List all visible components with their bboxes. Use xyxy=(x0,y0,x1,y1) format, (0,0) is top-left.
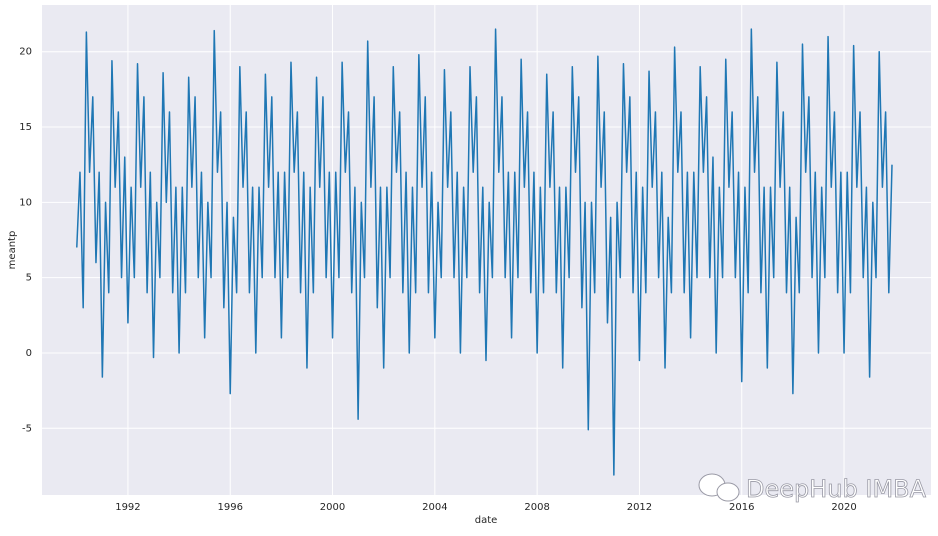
watermark: DeepHub IMBA xyxy=(746,475,927,503)
y-tick-label: 20 xyxy=(19,47,32,58)
y-tick-label: 10 xyxy=(19,197,32,208)
x-axis-label: date xyxy=(475,515,498,526)
y-axis-label: meantp xyxy=(7,231,18,270)
x-tick-label: 2012 xyxy=(627,502,652,513)
x-tick-label: 2008 xyxy=(524,502,549,513)
x-tick-label: 1992 xyxy=(115,502,140,513)
x-tick-label: 2020 xyxy=(831,502,856,513)
y-tick-label: 15 xyxy=(19,122,32,133)
series-line xyxy=(76,28,893,476)
y-tick-label: -5 xyxy=(22,423,32,434)
y-tick-label: 0 xyxy=(26,348,32,359)
y-tick-label: 5 xyxy=(26,273,32,284)
x-tick-label: 2016 xyxy=(729,502,754,513)
watermark-icon xyxy=(698,473,740,502)
plot-area xyxy=(42,5,931,495)
x-tick-label: 2004 xyxy=(422,502,447,513)
x-tick-label: 1996 xyxy=(218,502,243,513)
x-tick-label: 2000 xyxy=(320,502,345,513)
